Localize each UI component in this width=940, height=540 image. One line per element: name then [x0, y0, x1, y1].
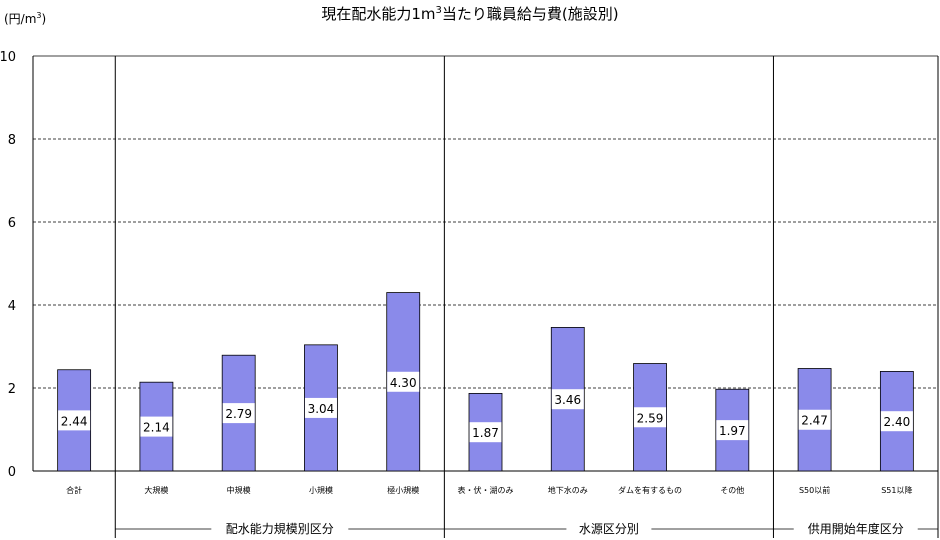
data-label: 2.59 — [637, 411, 664, 425]
data-label-box — [634, 407, 667, 428]
data-label-box — [716, 420, 749, 441]
y-tick-label: 8 — [8, 133, 16, 148]
data-label: 3.04 — [308, 402, 335, 416]
group-label: 水源区分別 — [579, 522, 639, 536]
data-label-box — [551, 389, 584, 410]
data-label-box — [222, 403, 255, 424]
data-label-box — [387, 371, 420, 392]
x-tick-label: 極小規模 — [387, 485, 419, 495]
data-label: 2.40 — [884, 415, 911, 429]
data-label-box — [798, 409, 831, 430]
data-label: 2.14 — [143, 421, 170, 435]
x-tick-label: 表・伏・湖のみ — [458, 485, 514, 495]
group-label: 配水能力規模別区分 — [226, 521, 334, 536]
x-tick-label: 小規模 — [309, 485, 333, 495]
data-label-box — [469, 422, 502, 443]
chart-title: 現在配水能力1m3当たり職員給与費(施設別) — [321, 5, 619, 23]
y-tick-label: 0 — [8, 465, 16, 480]
data-label-box — [880, 411, 913, 432]
group-label: 供用開始年度区分 — [808, 521, 904, 536]
data-label: 3.46 — [554, 393, 581, 407]
x-tick-label: S51以降 — [881, 485, 912, 495]
data-label-box — [140, 416, 173, 437]
x-tick-label: 地下水のみ — [548, 485, 588, 495]
data-label: 2.79 — [225, 407, 252, 421]
data-label: 4.30 — [390, 376, 417, 390]
x-tick-label: S50以前 — [799, 485, 830, 495]
x-tick-label: ダムを有するもの — [618, 485, 682, 495]
x-tick-label: 大規模 — [144, 485, 168, 495]
y-tick-label: 10 — [0, 50, 16, 65]
x-tick-label: その他 — [720, 485, 744, 495]
x-tick-label: 合計 — [66, 485, 82, 495]
y-tick-label: 6 — [8, 216, 16, 231]
x-tick-label: 中規模 — [227, 485, 251, 495]
data-label: 2.47 — [801, 414, 828, 428]
y-tick-label: 2 — [8, 382, 16, 397]
data-label-box — [304, 397, 337, 418]
data-label: 2.44 — [61, 414, 88, 428]
data-label: 1.87 — [472, 426, 499, 440]
data-label: 1.97 — [719, 424, 746, 438]
y-axis-unit-label: (円/m3) — [4, 11, 47, 26]
data-label-box — [58, 410, 91, 431]
y-tick-label: 4 — [8, 299, 16, 314]
